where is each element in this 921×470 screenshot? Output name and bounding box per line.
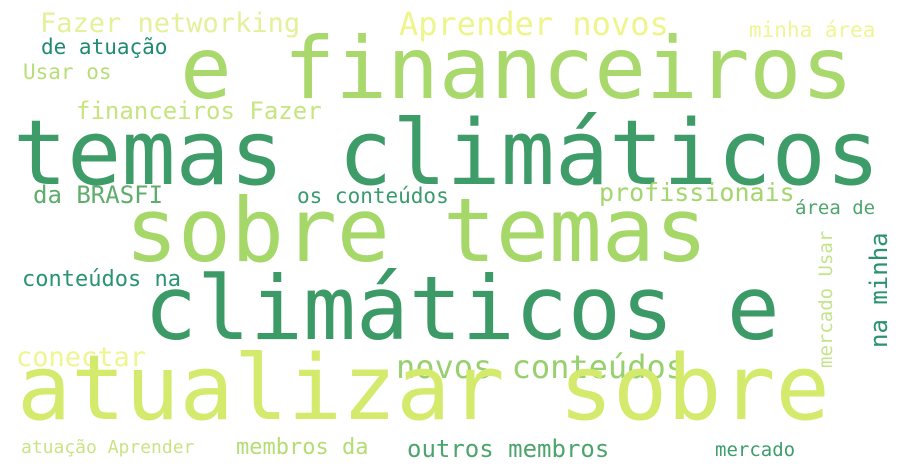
word-mercado: mercado	[715, 439, 796, 461]
word-membros-da: membros da	[236, 435, 369, 460]
word-sobre-temas: sobre temas	[125, 179, 708, 282]
word-fazer-networking: Fazer networking	[40, 8, 301, 39]
word-conectar: conectar	[16, 342, 147, 373]
word-atualizar-sobre: atualizar sobre	[17, 336, 830, 441]
word-na-minha: na minha	[865, 232, 893, 348]
word-e-financeiros: e financeiros	[180, 19, 854, 119]
word-climaticos-e: climáticos e	[144, 257, 780, 360]
word-profissionais: profissionais	[599, 178, 795, 207]
word-conteudos-na: conteúdos na	[22, 267, 181, 292]
word-aprender-novos: Aprender novos	[399, 5, 669, 43]
word-usar-os: Usar os	[23, 60, 112, 84]
word-os-conteudos: os conteúdos	[297, 184, 449, 208]
word-minha-area: minha área	[749, 18, 876, 42]
word-financeiros-fazer: financeiros Fazer	[76, 97, 322, 125]
word-temas-climaticos: temas climáticos	[13, 101, 880, 206]
word-de-atuacao: de atuação	[41, 35, 168, 59]
word-area-de: área de	[795, 197, 876, 219]
word-atuacao-aprender: atuação Aprender	[21, 437, 195, 458]
word-da-brasfi: da BRASFI	[33, 181, 164, 209]
word-novos-conteudos: novos conteúdos	[396, 348, 685, 386]
word-outros-membros: outros membros	[407, 435, 610, 463]
